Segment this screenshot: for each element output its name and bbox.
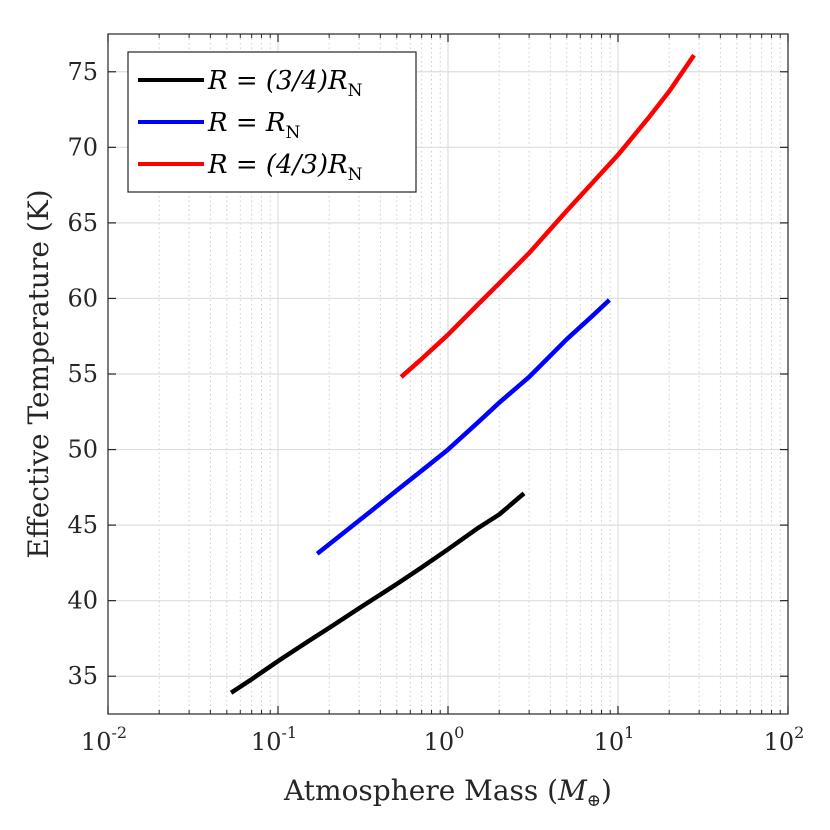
x-tick-base: 10 (251, 728, 282, 756)
y-tick-label: 65 (67, 209, 98, 237)
x-tick-base: 10 (81, 728, 112, 756)
y-tick-label: 50 (67, 436, 98, 464)
y-tick-label: 45 (67, 511, 98, 539)
x-tick-label: 102 (764, 723, 805, 756)
x-tick-base: 10 (764, 728, 795, 756)
x-tick-base: 10 (594, 728, 625, 756)
x-tick-label: 10-1 (251, 723, 297, 756)
tick-marks (107, 34, 789, 714)
series-layer (229, 53, 696, 695)
x-tick-exponent: 1 (624, 723, 634, 742)
series-line-2 (399, 53, 696, 379)
legend-label-0-sub: N (348, 81, 363, 101)
x-tick-labels: 10-2 10-1 100 101 102 (81, 723, 804, 756)
legend-label-0: R = (3/4)RN (207, 66, 363, 101)
x-tick-exponent: -1 (281, 723, 297, 742)
x-tick-exponent: 2 (794, 723, 804, 742)
legend-label-2-sub: N (348, 165, 363, 185)
y-tick-labels: 35 40 45 50 55 60 65 70 75 (67, 58, 98, 690)
x-axis-title: Atmosphere Mass (M⊕) (283, 774, 612, 811)
x-tick-exponent: -2 (111, 723, 127, 742)
x-axis-title-var: M (557, 774, 588, 807)
series-line-1 (315, 298, 611, 556)
x-tick-base: 10 (424, 728, 455, 756)
y-tick-label: 55 (67, 360, 98, 388)
x-tick-exponent: 0 (454, 723, 464, 742)
y-tick-label: 35 (67, 662, 98, 690)
legend-label-2-main: R = (4/3)R (207, 150, 348, 180)
x-tick-label: 100 (424, 723, 465, 756)
x-axis-title-main: Atmosphere Mass ( (283, 774, 558, 807)
y-axis-title: Effective Temperature (K) (22, 189, 55, 558)
x-tick-label: 101 (594, 723, 635, 756)
y-tick-label: 70 (67, 133, 98, 161)
legend-label-0-main: R = (3/4)R (207, 66, 348, 96)
y-tick-label: 75 (67, 58, 98, 86)
x-axis-title-close: ) (601, 774, 612, 807)
x-tick-label: 10-2 (81, 723, 127, 756)
y-tick-label: 40 (67, 587, 98, 615)
legend-label-1-main: R = R (207, 108, 285, 138)
legend: R = (3/4)RN R = RN R = (4/3)RN (127, 51, 417, 193)
series-line-0 (229, 491, 526, 695)
legend-label-1-sub: N (285, 123, 300, 143)
y-tick-label: 60 (67, 284, 98, 312)
legend-label-1: R = RN (207, 108, 300, 143)
x-axis-title-sub: ⊕ (587, 791, 601, 811)
legend-label-2: R = (4/3)RN (207, 150, 363, 185)
